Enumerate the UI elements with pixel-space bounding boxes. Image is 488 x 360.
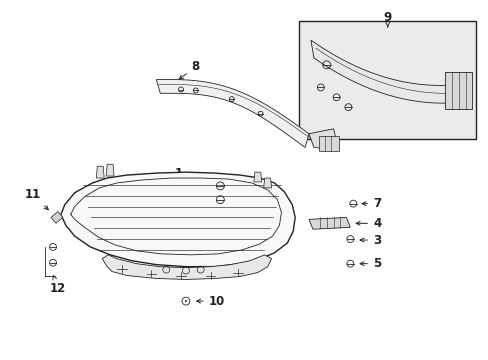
Polygon shape [96,166,104,178]
Polygon shape [253,172,261,182]
Text: 4: 4 [355,217,381,230]
Text: 9: 9 [383,11,391,27]
Polygon shape [106,164,114,176]
Polygon shape [263,178,271,188]
Polygon shape [308,217,349,229]
Bar [444,72,471,109]
Text: 7: 7 [361,197,380,210]
Text: 2: 2 [192,193,210,206]
Bar [299,21,475,139]
Text: 12: 12 [50,275,66,295]
Text: 11: 11 [25,188,48,210]
Text: 5: 5 [359,257,381,270]
Polygon shape [310,40,461,103]
Polygon shape [156,80,308,148]
Circle shape [184,300,186,302]
Polygon shape [308,129,338,149]
Polygon shape [102,255,271,279]
Text: 6: 6 [192,179,210,192]
Text: 3: 3 [359,234,380,247]
Text: 8: 8 [179,60,200,79]
Bar [318,136,338,152]
Text: 1: 1 [175,167,188,189]
Text: 10: 10 [196,294,224,307]
Polygon shape [61,172,295,267]
Polygon shape [51,212,63,223]
